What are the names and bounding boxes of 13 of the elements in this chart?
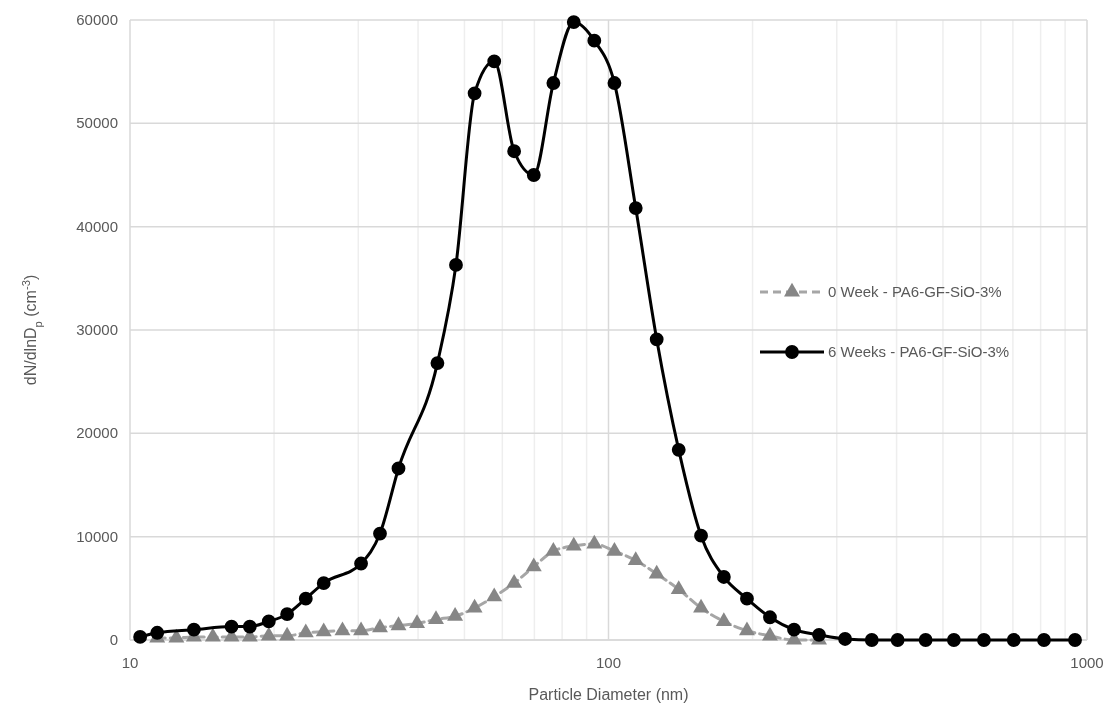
y-tick-label: 50000 [76, 114, 118, 132]
y-tick-label: 10000 [76, 527, 118, 545]
y-tick-label: 0 [109, 631, 118, 648]
y-tick-label: 40000 [76, 217, 118, 235]
x-axis-title: Particle Diameter (nm) [528, 686, 689, 703]
y-tick-label: 60000 [76, 11, 118, 28]
x-tick-label: 10 [121, 654, 139, 671]
x-tick-label: 100 [595, 654, 622, 671]
x-tick-label: 1000 [1070, 654, 1104, 671]
legend-label: 6 Weeks - PA6-GF-SiO-3% [828, 343, 1010, 360]
legend-label: 0 Week - PA6-GF-SiO-3% [828, 283, 1002, 300]
y-tick-label: 20000 [76, 424, 118, 442]
y-tick-label: 30000 [76, 321, 118, 338]
